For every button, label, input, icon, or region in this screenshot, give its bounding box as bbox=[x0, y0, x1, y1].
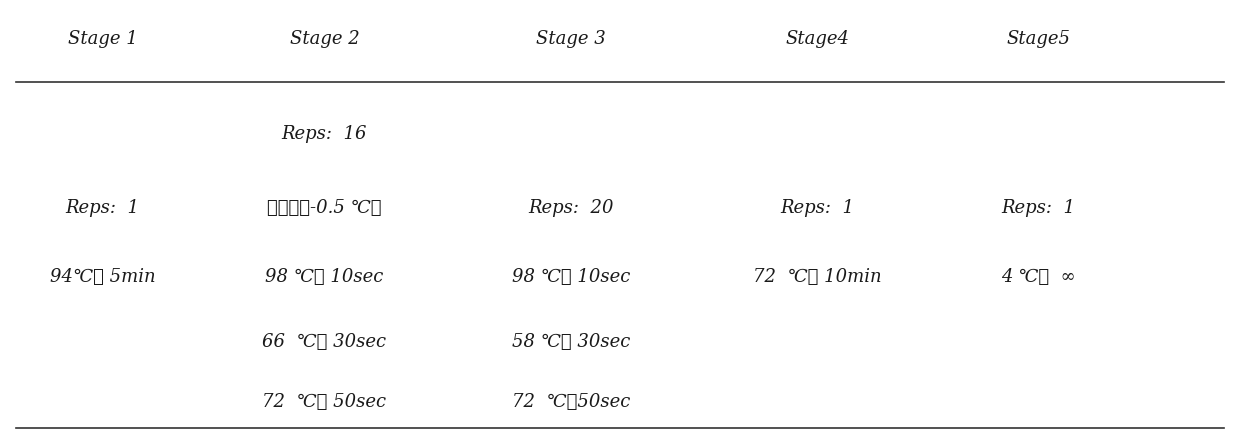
Text: Reps:  1: Reps: 1 bbox=[780, 198, 854, 217]
Text: Reps:  16: Reps: 16 bbox=[281, 125, 367, 143]
Text: Reps:  1: Reps: 1 bbox=[1002, 198, 1076, 217]
Text: 4 ℃，  ∞: 4 ℃， ∞ bbox=[1002, 268, 1076, 286]
Text: Stage5: Stage5 bbox=[1007, 30, 1071, 48]
Text: Stage4: Stage4 bbox=[785, 30, 849, 48]
Text: 72  ℃， 10min: 72 ℃， 10min bbox=[753, 268, 882, 286]
Text: 每循环（-0.5 ℃）: 每循环（-0.5 ℃） bbox=[267, 198, 382, 217]
Text: 98 ℃， 10sec: 98 ℃， 10sec bbox=[512, 268, 630, 286]
Text: Stage 1: Stage 1 bbox=[68, 30, 138, 48]
Text: Reps:  1: Reps: 1 bbox=[66, 198, 140, 217]
Text: Stage 3: Stage 3 bbox=[536, 30, 605, 48]
Text: 72  ℃，50sec: 72 ℃，50sec bbox=[512, 393, 630, 411]
Text: 98 ℃， 10sec: 98 ℃， 10sec bbox=[265, 268, 383, 286]
Text: 66  ℃， 30sec: 66 ℃， 30sec bbox=[263, 333, 387, 351]
Text: 94℃， 5min: 94℃， 5min bbox=[50, 268, 155, 286]
Text: Reps:  20: Reps: 20 bbox=[528, 198, 614, 217]
Text: 58 ℃， 30sec: 58 ℃， 30sec bbox=[512, 333, 630, 351]
Text: 72  ℃， 50sec: 72 ℃， 50sec bbox=[263, 393, 387, 411]
Text: Stage 2: Stage 2 bbox=[289, 30, 360, 48]
